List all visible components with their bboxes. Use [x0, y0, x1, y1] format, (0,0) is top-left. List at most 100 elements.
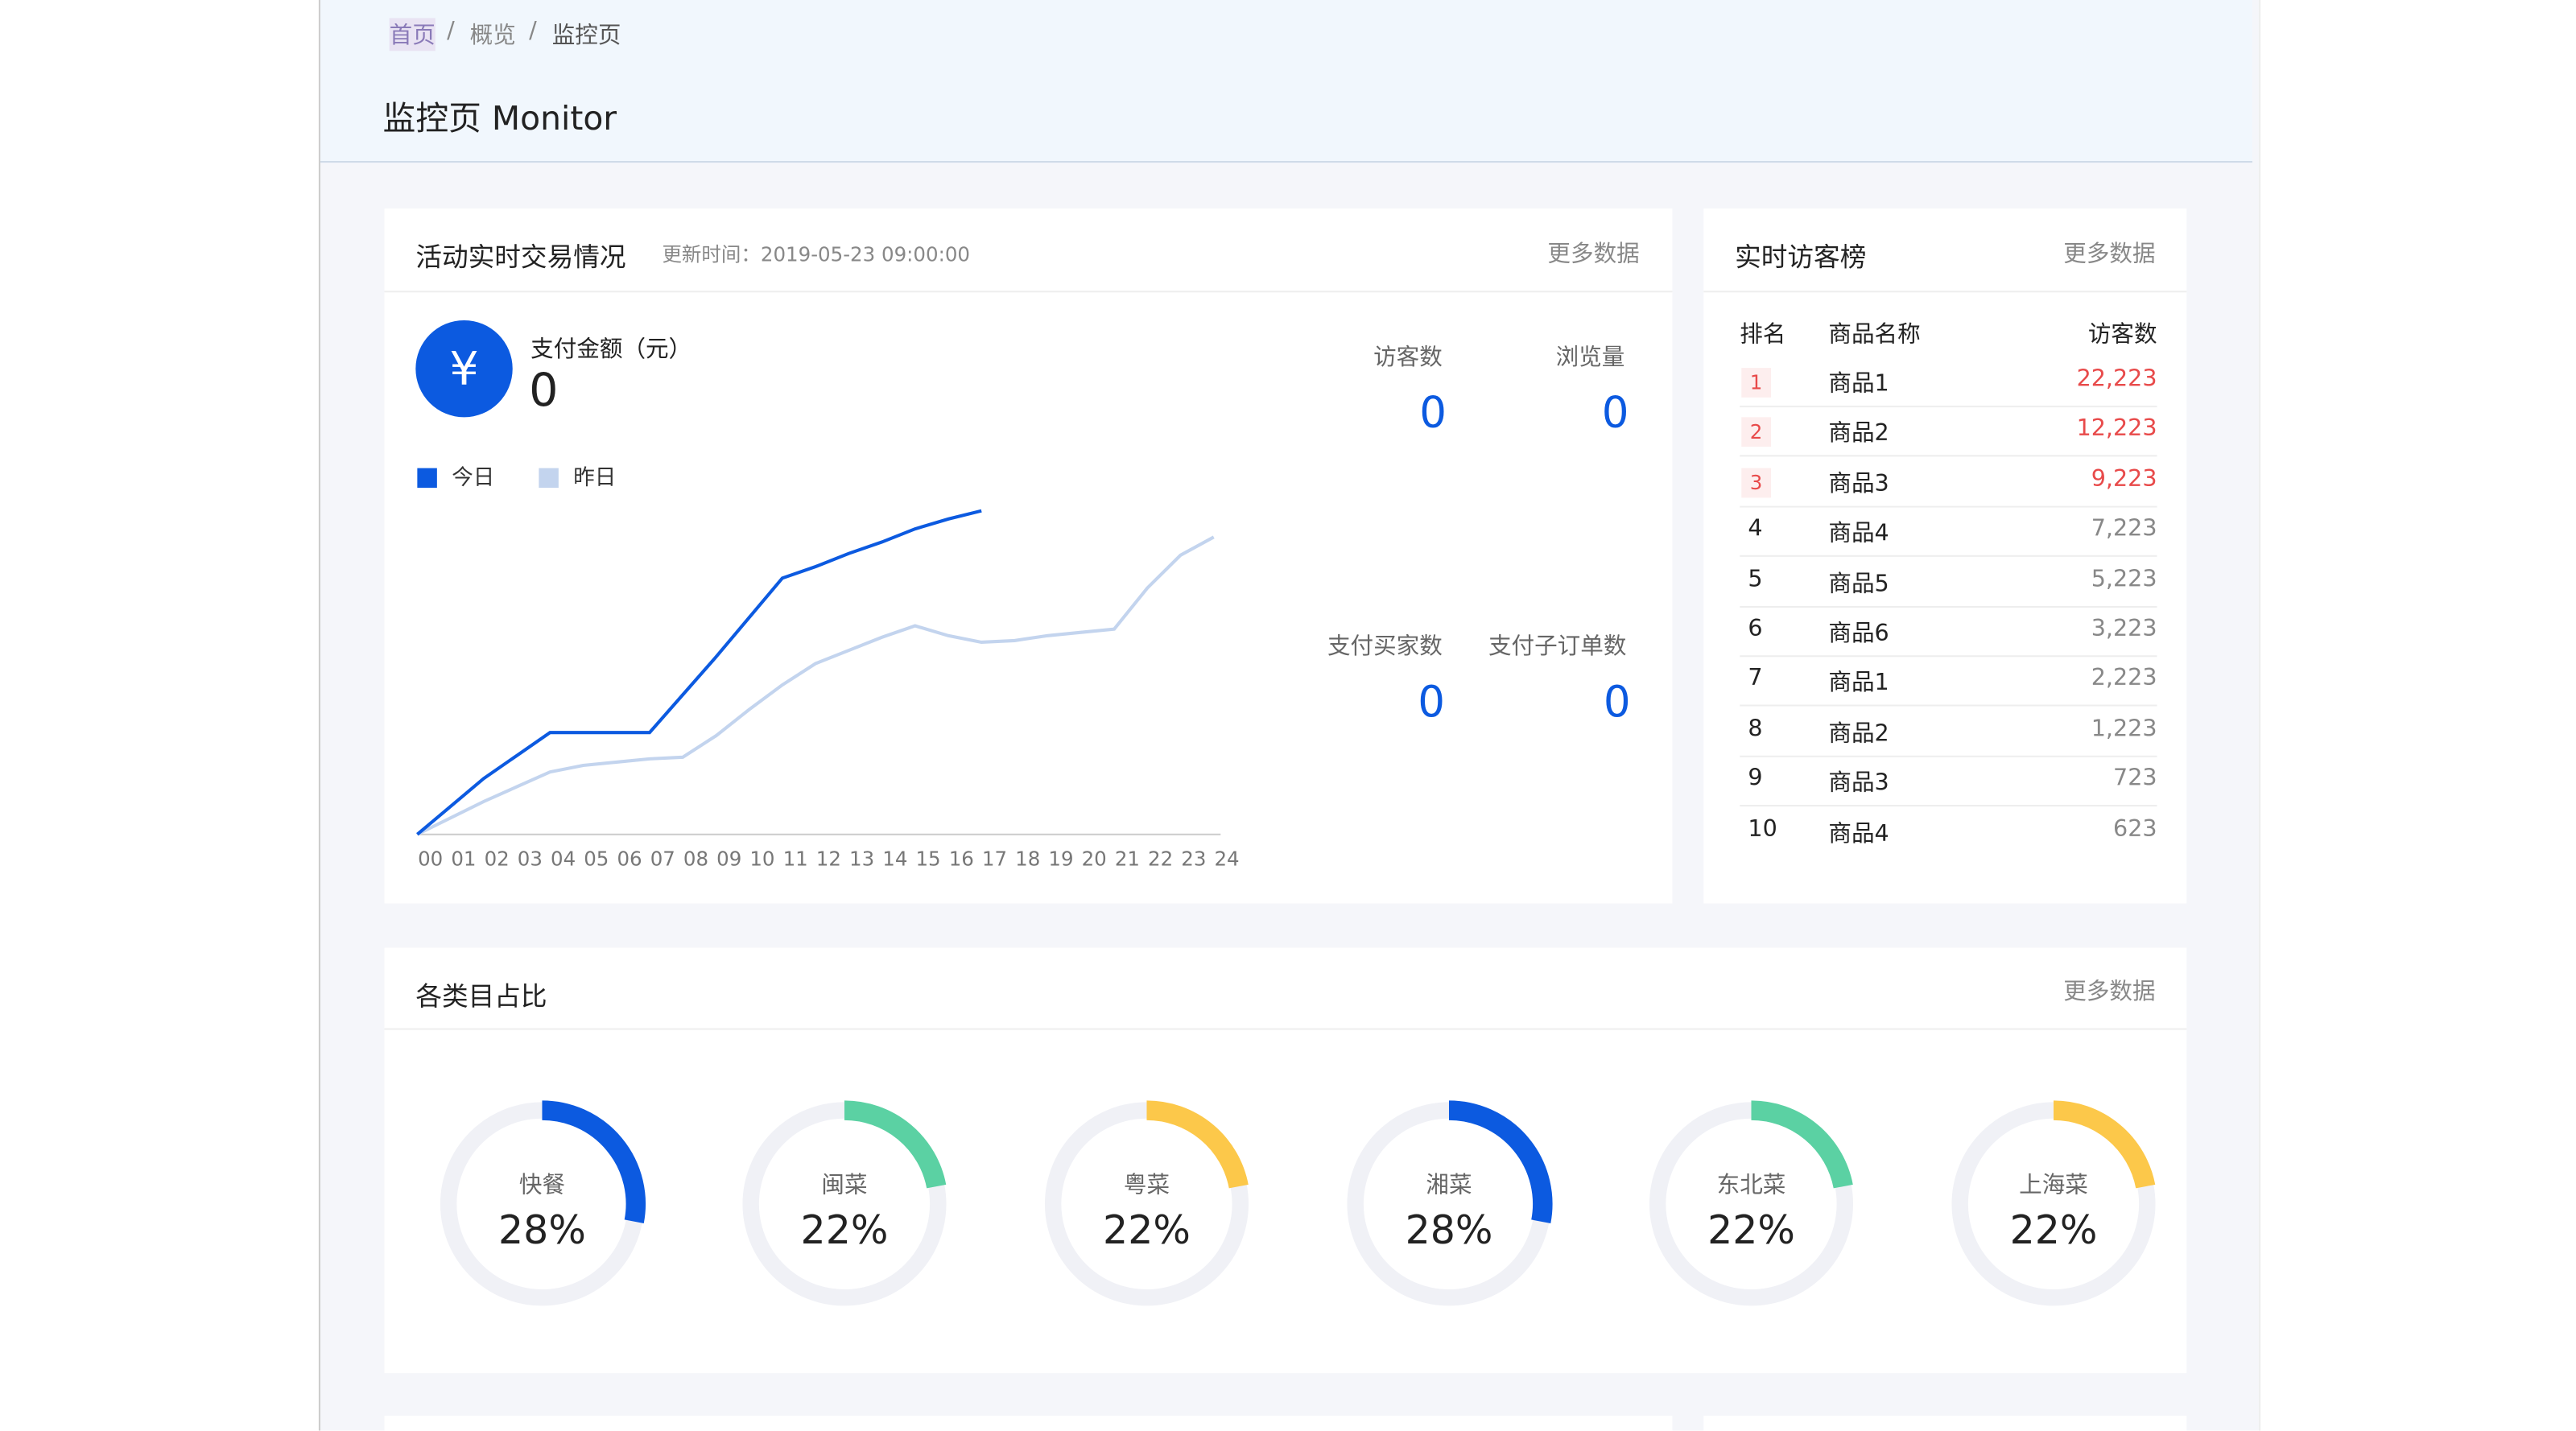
column-header: 商品名称	[1828, 321, 1921, 348]
card-title: 各类目占比	[415, 980, 547, 1012]
product-name: 商品3	[1828, 471, 1889, 497]
x-tick-label: 16	[949, 847, 974, 871]
product-name: 商品1	[1828, 371, 1889, 398]
visitor-count: 623	[2113, 815, 2157, 843]
visitor-count: 3,223	[2091, 616, 2157, 642]
divider	[384, 291, 1673, 293]
stat-value: 0	[1419, 389, 1447, 439]
donut-value: 28%	[498, 1207, 586, 1253]
row-divider	[1740, 655, 2157, 658]
row-divider	[1740, 505, 2157, 508]
pay-label: 支付金额（元）	[530, 336, 692, 364]
donut-arc	[2053, 1100, 2156, 1189]
x-tick-label: 13	[849, 847, 874, 871]
product-name: 商品2	[1828, 421, 1889, 447]
visitor-count: 723	[2113, 765, 2157, 793]
x-tick-label: 08	[683, 847, 708, 871]
row-divider	[1740, 605, 2157, 608]
update-time: 更新时间：2019-05-23 09:00:00	[662, 243, 970, 266]
x-tick-label: 07	[650, 847, 675, 871]
x-tick-label: 12	[816, 847, 841, 871]
donut-name: 上海菜	[2019, 1171, 2088, 1198]
product-name: 商品3	[1828, 770, 1889, 798]
rank: 7	[1748, 666, 1763, 692]
column-header: 访客数	[2087, 321, 2157, 348]
row-divider	[1740, 406, 2157, 408]
product-name: 商品4	[1828, 820, 1889, 847]
donut-name: 东北菜	[1717, 1171, 1786, 1198]
visitor-count: 5,223	[2091, 566, 2157, 592]
donut-arc	[844, 1100, 947, 1189]
x-tick-label: 15	[915, 847, 940, 871]
x-tick-label: 21	[1115, 847, 1140, 871]
stat-label: 支付子订单数	[1488, 633, 1627, 661]
visitor-count: 12,223	[2076, 416, 2157, 443]
visitor-count: 9,223	[2091, 466, 2157, 493]
x-tick-label: 03	[518, 847, 543, 871]
breadcrumb-link[interactable]: 概览	[469, 23, 516, 50]
x-tick-label: 19	[1048, 847, 1073, 871]
x-tick-label: 01	[451, 847, 476, 871]
product-name: 商品6	[1828, 621, 1889, 648]
rank-badge: 3	[1741, 468, 1771, 497]
x-tick-label: 18	[1015, 847, 1040, 871]
legend-swatch	[417, 468, 437, 489]
donut-value: 28%	[1406, 1207, 1493, 1253]
stat-label: 访客数	[1373, 344, 1443, 372]
donut-name: 快餐	[519, 1171, 565, 1198]
more-link[interactable]: 更多数据	[1547, 241, 1640, 268]
row-divider	[1740, 705, 2157, 707]
donut-arc	[1146, 1100, 1249, 1189]
rank-badge: 1	[1741, 368, 1771, 398]
card	[384, 208, 1673, 904]
card-edge	[384, 1416, 1673, 1431]
rank: 8	[1748, 716, 1763, 743]
donut-value: 22%	[1707, 1207, 1795, 1253]
pay-value: 0	[529, 363, 559, 418]
breadcrumb-current: 监控页	[551, 23, 621, 50]
donut-track	[742, 1102, 947, 1306]
x-tick-label: 00	[418, 847, 443, 871]
divider	[384, 1028, 2187, 1030]
x-tick-label: 22	[1148, 847, 1173, 871]
x-tick-label: 04	[551, 847, 576, 871]
row-divider	[1740, 456, 2157, 458]
stat-label: 浏览量	[1555, 344, 1625, 372]
donut-arc	[1448, 1100, 1553, 1223]
visitor-count: 1,223	[2091, 716, 2157, 743]
donut-track	[1951, 1102, 2156, 1306]
stat-value: 0	[1603, 678, 1631, 728]
legend-label: 昨日	[573, 465, 616, 490]
header	[320, 0, 2252, 163]
legend-label: 今日	[452, 465, 494, 490]
row-divider	[1740, 805, 2157, 807]
card	[384, 947, 2187, 1374]
more-link[interactable]: 更多数据	[2063, 241, 2156, 268]
legend-swatch	[539, 468, 559, 489]
stat-label: 支付买家数	[1327, 633, 1443, 661]
more-link[interactable]: 更多数据	[2063, 979, 2156, 1005]
currency-icon: ¥	[415, 320, 513, 418]
x-tick-label: 20	[1082, 847, 1107, 871]
stat-value: 0	[1601, 389, 1629, 439]
donut-value: 22%	[801, 1207, 889, 1253]
donut-name: 湘菜	[1426, 1171, 1472, 1198]
donut-name: 闽菜	[821, 1171, 867, 1198]
donut-arc	[1751, 1100, 1853, 1189]
rank: 6	[1748, 616, 1763, 642]
x-tick-label: 10	[749, 847, 774, 871]
product-name: 商品1	[1828, 670, 1889, 698]
product-name: 商品4	[1828, 521, 1889, 547]
product-name: 商品5	[1828, 571, 1889, 598]
column-header: 排名	[1740, 321, 1786, 348]
page-title: 监控页 Monitor	[382, 98, 617, 138]
x-tick-label: 17	[982, 847, 1007, 871]
x-tick-label: 09	[716, 847, 741, 871]
donut-arc	[542, 1100, 646, 1223]
x-tick-label: 23	[1181, 847, 1206, 871]
card-title: 实时访客榜	[1735, 241, 1867, 273]
breadcrumb-link[interactable]: 首页	[389, 18, 436, 52]
separator: /	[529, 18, 537, 45]
